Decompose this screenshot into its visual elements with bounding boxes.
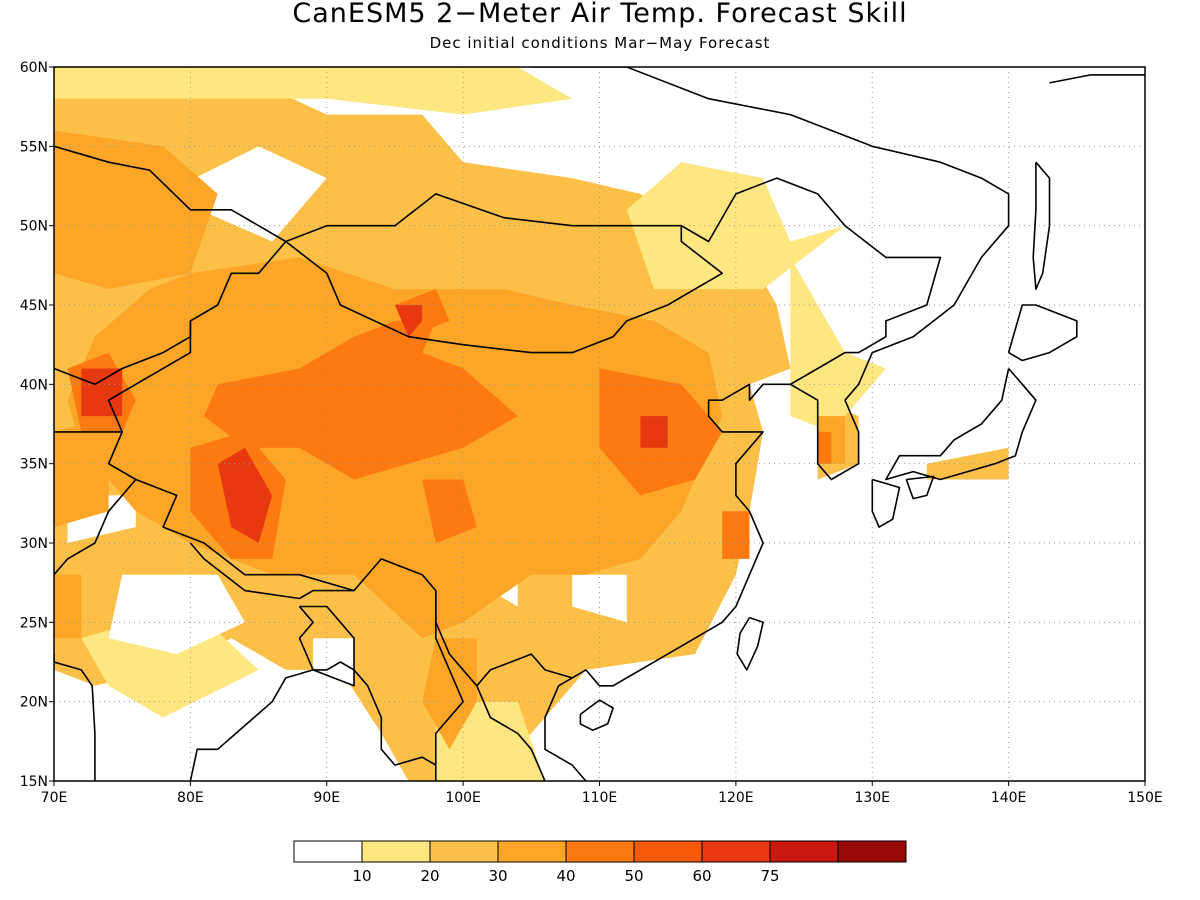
x-tick-label: 140E (991, 790, 1027, 806)
border-nepal-bhutan (189, 542, 354, 600)
colorbar: 10 20 30 40 50 60 75 (293, 840, 907, 885)
skill-region-10 (54, 67, 573, 115)
skill-region-0 (108, 574, 245, 655)
border-myanmar-east (434, 590, 464, 766)
colorbar-swatch (769, 840, 839, 863)
skill-region-30 (54, 416, 109, 528)
skill-region-40 (722, 511, 750, 559)
colorbar-label: 50 (624, 867, 643, 885)
skill-region-50 (217, 447, 273, 543)
x-tick-label: 70E (41, 790, 68, 806)
y-tick-label: 20N (20, 695, 48, 711)
skill-region-10 (790, 257, 886, 432)
skill-region-30 (54, 574, 82, 639)
coastline-taiwan (736, 616, 764, 671)
colorbar-swatch (429, 840, 499, 863)
y-tick-label: 45N (20, 298, 48, 314)
colorbar-swatch (293, 840, 363, 863)
colorbar-swatch (837, 840, 907, 863)
axis-labels: 70E 80E 90E 100E 110E 120E 130E 140E 150E 15N 20N 2… (20, 60, 1163, 806)
coastline-hokkaido (1007, 304, 1078, 362)
x-tick-label: 110E (582, 790, 618, 806)
x-tick-label: 90E (313, 790, 340, 806)
border-laos-vietnam (476, 685, 546, 781)
colorbar-swatch (701, 840, 771, 863)
skill-shading-layer (54, 67, 1009, 781)
coastline-indochina (353, 669, 437, 781)
colorbar-label: 10 (352, 867, 371, 885)
y-tick-label: 35N (20, 457, 48, 473)
colorbar-label: 30 (488, 867, 507, 885)
colorbar-label: 20 (420, 867, 439, 885)
skill-region-50 (81, 368, 123, 417)
border-pakistan-india (54, 478, 137, 576)
chart-subtitle: Dec initial conditions Mar−May Forecast (429, 34, 771, 52)
colorbar-swatch (633, 840, 703, 863)
colorbar-swatch (565, 840, 635, 863)
x-tick-label: 130E (854, 790, 890, 806)
skill-region-30 (422, 638, 477, 750)
coastline-kamchatka (1049, 74, 1145, 84)
y-tick-label: 50N (20, 219, 48, 235)
border-china-russia (285, 177, 942, 346)
skill-region-20 (926, 447, 1009, 480)
skill-region-10 (626, 162, 845, 290)
colorbar-swatch (361, 840, 431, 863)
coastline-honshu (885, 367, 1037, 481)
skill-region-40 (817, 431, 832, 464)
y-tick-label: 40N (20, 377, 48, 393)
coastlines-layer (54, 67, 1145, 781)
coastline-sakhalin (1032, 161, 1051, 290)
skill-region-0 (163, 146, 327, 242)
skill-region-40 (204, 320, 518, 480)
border-mongolia-south (285, 225, 724, 354)
coastline-bay-of-bengal (189, 661, 355, 781)
border-kazakh (54, 145, 287, 243)
y-tick-label: 30N (20, 536, 48, 552)
colorbar-label: 40 (556, 867, 575, 885)
y-tick-label: 25N (20, 615, 48, 631)
y-tick-label: 15N (20, 774, 48, 790)
y-tick-label: 55N (20, 139, 48, 155)
coastline-hainan (579, 699, 614, 732)
coastline-eurasia-coast (531, 67, 1010, 781)
colorbar-label: 75 (760, 867, 779, 885)
colorbar-swatch (497, 840, 567, 863)
coastline-kyushu (871, 478, 901, 528)
coastline-shikoku (905, 475, 935, 500)
x-tick-label: 100E (445, 790, 481, 806)
skill-region-0 (572, 574, 627, 623)
border-bangladesh (298, 605, 355, 687)
border-central-asia (54, 320, 192, 386)
x-tick-label: 80E (177, 790, 204, 806)
x-tick-label: 120E (718, 790, 754, 806)
chart-title: CanESM5 2−Meter Air Temp. Forecast Skill (292, 0, 908, 29)
skill-region-50 (394, 305, 423, 337)
colorbar-label: 60 (692, 867, 711, 885)
skill-region-30 (54, 130, 218, 290)
y-tick-label: 60N (20, 60, 48, 76)
x-tick-label: 150E (1127, 790, 1163, 806)
coastline-india-west (54, 654, 96, 781)
skill-region-50 (640, 416, 668, 448)
border-korea (789, 344, 873, 385)
